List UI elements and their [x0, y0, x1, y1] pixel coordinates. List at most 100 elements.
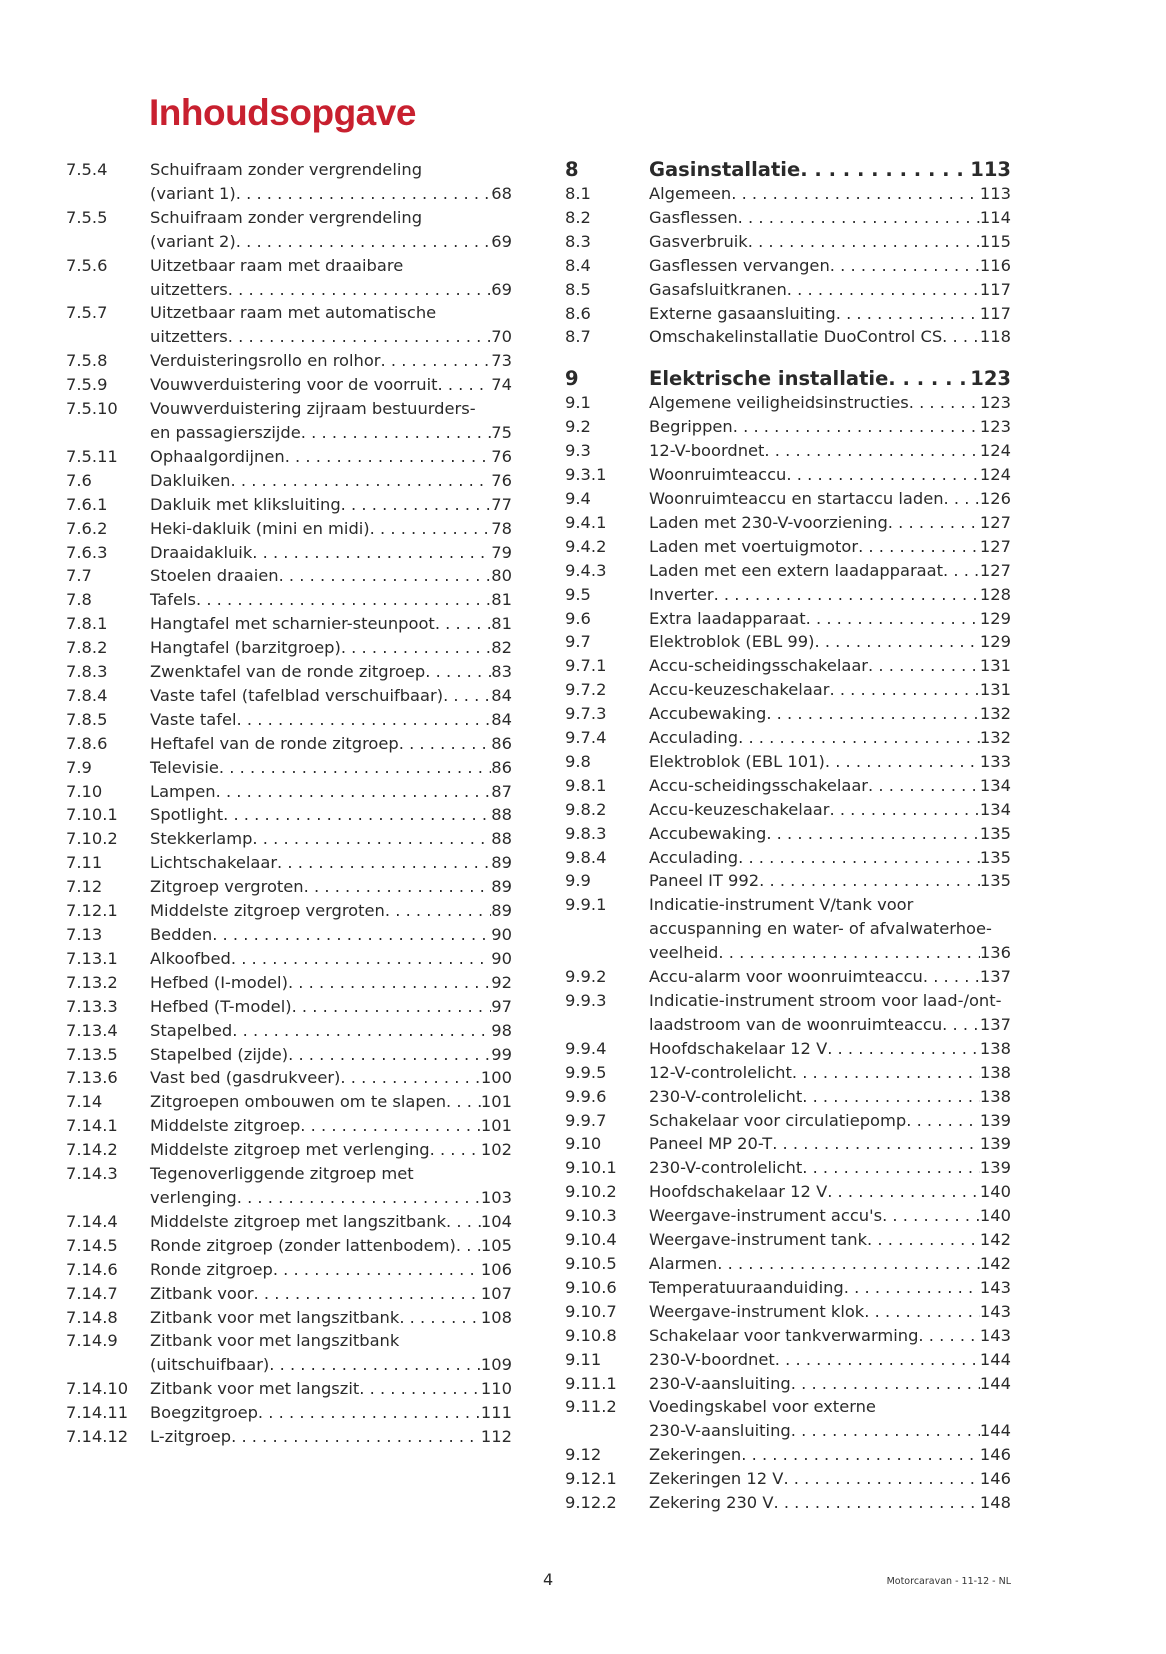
- toc-entry[interactable]: 8.1 Algemeen 113: [565, 182, 1011, 206]
- toc-entry[interactable]: 7.13 Bedden 90: [66, 923, 512, 947]
- toc-entry[interactable]: 9.9.5 12-V-controlelicht 138: [565, 1061, 1011, 1085]
- toc-entry[interactable]: 7.8.6 Heftafel van de ronde zitgroep 86: [66, 732, 512, 756]
- toc-entry[interactable]: 7.5.8 Verduisteringsrollo en rolhor 73: [66, 349, 512, 373]
- toc-entry[interactable]: 9.12.2 Zekering 230 V 148: [565, 1491, 1011, 1515]
- toc-entry[interactable]: 7.6.3 Draaidakluik 79: [66, 541, 512, 565]
- toc-entry[interactable]: 7.12.1 Middelste zitgroep vergroten 89: [66, 899, 512, 923]
- toc-entry[interactable]: 7.8.1 Hangtafel met scharnier-steunpoot 81: [66, 612, 512, 636]
- toc-entry[interactable]: 7.9 Televisie 86: [66, 756, 512, 780]
- toc-entry[interactable]: 8.4 Gasflessen vervangen 116: [565, 254, 1011, 278]
- toc-entry[interactable]: 7.6.1 Dakluik met kliksluiting 77: [66, 493, 512, 517]
- toc-entry[interactable]: 7.7 Stoelen draaien 80: [66, 564, 512, 588]
- toc-entry[interactable]: 9.5 Inverter 128: [565, 583, 1011, 607]
- toc-entry[interactable]: 7.8.4 Vaste tafel (tafelblad verschuifbaa…: [66, 684, 512, 708]
- toc-entry[interactable]: 7.14.12 L-zitgroep 112: [66, 1425, 512, 1449]
- toc-entry[interactable]: 7.8 Tafels 81: [66, 588, 512, 612]
- toc-entry[interactable]: 7.5.4 Schuifraam zonder vergrendeling (var…: [66, 158, 512, 206]
- toc-entry[interactable]: 9.7.1 Accu-scheidingsschakelaar 131: [565, 654, 1011, 678]
- toc-entry[interactable]: 7.13.6 Vast bed (gasdrukveer) 100: [66, 1066, 512, 1090]
- toc-entry[interactable]: 7.13.5 Stapelbed (zijde) 99: [66, 1043, 512, 1067]
- toc-entry[interactable]: 9.6 Extra laadapparaat 129: [565, 607, 1011, 631]
- toc-entry[interactable]: 9.8.3 Accubewaking 135: [565, 822, 1011, 846]
- toc-entry[interactable]: 7.5.7 Uitzetbaar raam met automatische uit…: [66, 301, 512, 349]
- toc-entry[interactable]: 7.14.2 Middelste zitgroep met verlenging 1…: [66, 1138, 512, 1162]
- toc-entry[interactable]: 7.14.5 Ronde zitgroep (zonder lattenbodem…: [66, 1234, 512, 1258]
- toc-entry[interactable]: 7.5.10 Vouwverduistering zijraam bestuurd…: [66, 397, 512, 445]
- toc-entry[interactable]: 9.10 Paneel MP 20-T 139: [565, 1132, 1011, 1156]
- toc-entry[interactable]: 9.10.5 Alarmen 142: [565, 1252, 1011, 1276]
- toc-entry[interactable]: 7.14.4 Middelste zitgroep met langszitban…: [66, 1210, 512, 1234]
- toc-entry[interactable]: 7.14.9 Zitbank voor met langszitbank (uits…: [66, 1329, 512, 1377]
- toc-entry[interactable]: 7.5.6 Uitzetbaar raam met draaibare uitzet…: [66, 254, 512, 302]
- toc-entry[interactable]: 8.7 Omschakelinstallatie DuoControl CS 118: [565, 325, 1011, 349]
- toc-entry[interactable]: 9.9 Paneel IT 992 135: [565, 869, 1011, 893]
- toc-entry[interactable]: 9.8.1 Accu-scheidingsschakelaar 134: [565, 774, 1011, 798]
- toc-entry[interactable]: 9.2 Begrippen 123: [565, 415, 1011, 439]
- toc-entry[interactable]: 9.10.4 Weergave-instrument tank 142: [565, 1228, 1011, 1252]
- toc-entry[interactable]: 7.8.2 Hangtafel (barzitgroep) 82: [66, 636, 512, 660]
- toc-entry[interactable]: 9.7.3 Accubewaking 132: [565, 702, 1011, 726]
- toc-entry[interactable]: 9.3 12-V-boordnet 124: [565, 439, 1011, 463]
- toc-entry[interactable]: 9.7.2 Accu-keuzeschakelaar 131: [565, 678, 1011, 702]
- toc-entry[interactable]: 8.3 Gasverbruik 115: [565, 230, 1011, 254]
- toc-entry[interactable]: 8.6 Externe gasaansluiting 117: [565, 302, 1011, 326]
- toc-entry[interactable]: 8.5 Gasafsluitkranen 117: [565, 278, 1011, 302]
- toc-entry[interactable]: 7.11 Lichtschakelaar 89: [66, 851, 512, 875]
- toc-entry[interactable]: 9.9.1 Indicatie-instrument V/tank voor acc…: [565, 893, 1011, 965]
- toc-entry[interactable]: 9.12 Zekeringen 146: [565, 1443, 1011, 1467]
- toc-entry[interactable]: 9.10.3 Weergave-instrument accu's 140: [565, 1204, 1011, 1228]
- toc-entry[interactable]: 9.8.4 Acculading 135: [565, 846, 1011, 870]
- toc-entry[interactable]: 9.4 Woonruimteaccu en startaccu laden 126: [565, 487, 1011, 511]
- toc-entry[interactable]: 7.13.3 Hefbed (T-model) 97: [66, 995, 512, 1019]
- toc-chapter[interactable]: 9 Elektrische installatie 123: [565, 367, 1011, 391]
- toc-entry[interactable]: 9.12.1 Zekeringen 12 V 146: [565, 1467, 1011, 1491]
- toc-entry[interactable]: 7.5.11 Ophaalgordijnen 76: [66, 445, 512, 469]
- toc-entry[interactable]: 9.9.3 Indicatie-instrument stroom voor la…: [565, 989, 1011, 1037]
- toc-entry[interactable]: 9.10.8 Schakelaar voor tankverwarming 143: [565, 1324, 1011, 1348]
- toc-entry[interactable]: 7.14.6 Ronde zitgroep 106: [66, 1258, 512, 1282]
- toc-entry[interactable]: 7.14.3 Tegenoverliggende zitgroep met verl…: [66, 1162, 512, 1210]
- toc-entry[interactable]: 9.3.1 Woonruimteaccu 124: [565, 463, 1011, 487]
- toc-entry[interactable]: 9.9.6 230-V-controlelicht 138: [565, 1085, 1011, 1109]
- toc-entry[interactable]: 9.7 Elektroblok (EBL 99) 129: [565, 630, 1011, 654]
- toc-entry[interactable]: 9.11.2 Voedingskabel voor externe 230-V-aa…: [565, 1395, 1011, 1443]
- toc-entry[interactable]: 7.10.2 Stekkerlamp 88: [66, 827, 512, 851]
- toc-entry[interactable]: 9.8 Elektroblok (EBL 101) 133: [565, 750, 1011, 774]
- toc-entry[interactable]: 7.14.1 Middelste zitgroep 101: [66, 1114, 512, 1138]
- toc-entry[interactable]: 9.10.6 Temperatuuraanduiding 143: [565, 1276, 1011, 1300]
- toc-entry[interactable]: 7.14.8 Zitbank voor met langszitbank 108: [66, 1306, 512, 1330]
- toc-entry[interactable]: 7.13.1 Alkoofbed 90: [66, 947, 512, 971]
- toc-entry[interactable]: 9.10.7 Weergave-instrument klok 143: [565, 1300, 1011, 1324]
- toc-entry[interactable]: 9.8.2 Accu-keuzeschakelaar 134: [565, 798, 1011, 822]
- toc-entry[interactable]: 9.10.1 230-V-controlelicht 139: [565, 1156, 1011, 1180]
- toc-entry[interactable]: 7.14.10 Zitbank voor met langszit 110: [66, 1377, 512, 1401]
- toc-entry[interactable]: 7.5.9 Vouwverduistering voor de voorruit 7…: [66, 373, 512, 397]
- toc-entry-page: 148: [979, 1493, 1011, 1513]
- toc-entry[interactable]: 7.6 Dakluiken 76: [66, 469, 512, 493]
- toc-entry[interactable]: 9.7.4 Acculading 132: [565, 726, 1011, 750]
- toc-entry[interactable]: 9.9.7 Schakelaar voor circulatiepomp 139: [565, 1109, 1011, 1133]
- toc-entry[interactable]: 7.14 Zitgroepen ombouwen om te slapen 101: [66, 1090, 512, 1114]
- toc-entry[interactable]: 9.4.2 Laden met voertuigmotor 127: [565, 535, 1011, 559]
- toc-entry[interactable]: 7.13.4 Stapelbed 98: [66, 1019, 512, 1043]
- toc-entry[interactable]: 9.4.3 Laden met een extern laadapparaat 12…: [565, 559, 1011, 583]
- toc-entry[interactable]: 9.11.1 230-V-aansluiting 144: [565, 1372, 1011, 1396]
- toc-entry[interactable]: 9.9.4 Hoofdschakelaar 12 V 138: [565, 1037, 1011, 1061]
- toc-entry[interactable]: 7.12 Zitgroep vergroten 89: [66, 875, 512, 899]
- toc-entry[interactable]: 7.8.3 Zwenktafel van de ronde zitgroep 83: [66, 660, 512, 684]
- toc-entry[interactable]: 8.2 Gasflessen 114: [565, 206, 1011, 230]
- toc-entry[interactable]: 9.4.1 Laden met 230-V-voorziening 127: [565, 511, 1011, 535]
- toc-entry[interactable]: 7.13.2 Hefbed (I-model) 92: [66, 971, 512, 995]
- toc-entry[interactable]: 7.5.5 Schuifraam zonder vergrendeling (var…: [66, 206, 512, 254]
- toc-entry[interactable]: 7.14.11 Boegzitgroep 111: [66, 1401, 512, 1425]
- toc-entry[interactable]: 9.10.2 Hoofdschakelaar 12 V 140: [565, 1180, 1011, 1204]
- toc-entry[interactable]: 9.11 230-V-boordnet 144: [565, 1348, 1011, 1372]
- toc-chapter[interactable]: 8 Gasinstallatie 113: [565, 158, 1011, 182]
- toc-entry[interactable]: 7.14.7 Zitbank voor 107: [66, 1282, 512, 1306]
- toc-entry[interactable]: 7.10 Lampen 87: [66, 780, 512, 804]
- toc-entry[interactable]: 7.6.2 Heki-dakluik (mini en midi) 78: [66, 517, 512, 541]
- toc-entry[interactable]: 7.10.1 Spotlight 88: [66, 803, 512, 827]
- toc-entry[interactable]: 9.1 Algemene veiligheidsinstructies 123: [565, 391, 1011, 415]
- toc-entry[interactable]: 9.9.2 Accu-alarm voor woonruimteaccu 137: [565, 965, 1011, 989]
- toc-entry[interactable]: 7.8.5 Vaste tafel 84: [66, 708, 512, 732]
